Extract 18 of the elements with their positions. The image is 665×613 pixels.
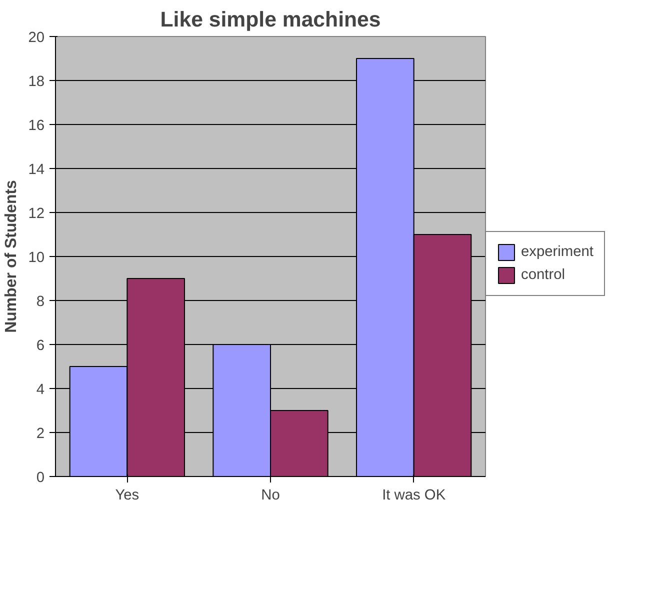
y-axis-title: Number of Students xyxy=(3,180,20,333)
y-tick-label: 16 xyxy=(28,118,45,134)
y-tick-label: 0 xyxy=(36,470,45,486)
y-tick-label: 12 xyxy=(28,206,45,222)
chart-title: Like simple machines xyxy=(160,8,381,32)
legend-label: control xyxy=(521,267,565,283)
y-tick-label: 14 xyxy=(28,162,45,178)
x-tick-label: It was OK xyxy=(382,488,446,504)
y-tick-label: 10 xyxy=(28,250,45,266)
y-tick-label: 8 xyxy=(36,294,45,310)
x-tick-label: Yes xyxy=(115,488,140,504)
x-tick-label: No xyxy=(261,488,280,504)
y-tick-label: 18 xyxy=(28,74,45,90)
y-tick-label: 6 xyxy=(36,338,45,354)
y-tick-label: 4 xyxy=(36,382,45,398)
y-tick-label: 2 xyxy=(36,426,45,442)
y-tick-label: 20 xyxy=(28,30,45,46)
legend-label: experiment xyxy=(521,244,594,260)
